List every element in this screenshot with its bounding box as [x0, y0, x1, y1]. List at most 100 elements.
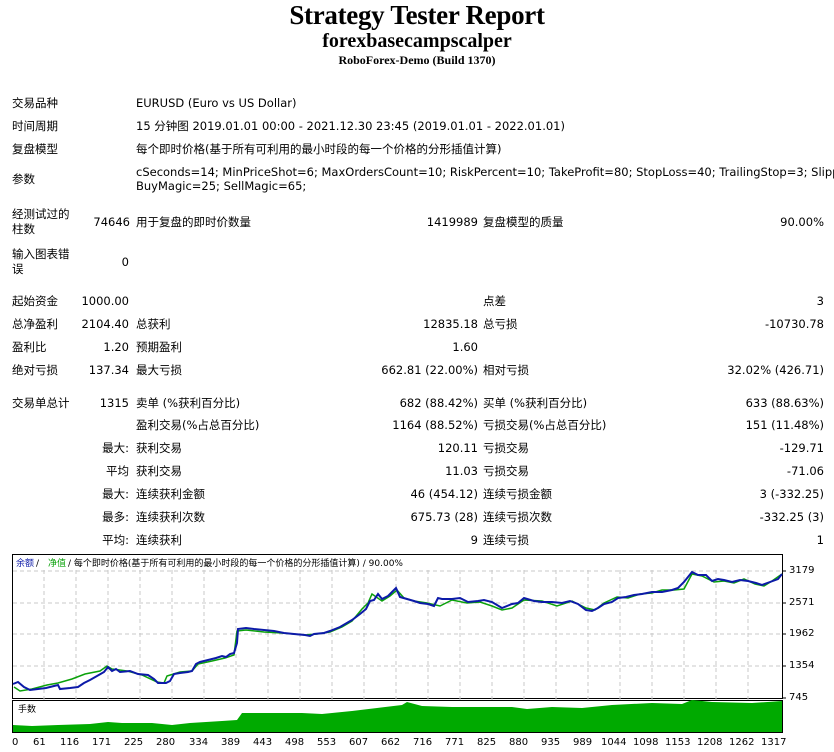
profit-trades-value: 1164 (88.52%): [392, 418, 478, 432]
max-consecutive-profit-value: 675.73 (28): [410, 510, 478, 524]
long-positions-label: 买单 (%获利百分比): [483, 396, 588, 410]
x-tick: 662: [381, 737, 401, 748]
model-value: 每个即时价格(基于所有可利用的最小时段的每一个价格的分形插值计算): [136, 142, 502, 156]
x-tick: 880: [509, 737, 529, 748]
expert-name: forexbasecampscalper: [322, 30, 512, 52]
max-consecutive-prefix: 最大:: [102, 487, 129, 501]
average-profit-value: 11.03: [445, 464, 478, 478]
bars-label-1: 经测试过的: [12, 207, 70, 221]
symbol-label: 交易品种: [12, 96, 58, 110]
chart-legend: 余额 / 净值 / 每个即时价格(基于所有可利用的最小时段的每一个价格的分形插值…: [16, 557, 403, 569]
x-tick: 1044: [601, 737, 627, 748]
ticks-label: 用于复盘的即时价数量: [136, 215, 251, 229]
legend-equity: 净值: [48, 557, 66, 569]
profit-factor-label: 盈利比: [12, 340, 47, 354]
x-tick: 61: [33, 737, 46, 748]
net-profit-value: 2104.40: [81, 317, 129, 331]
legend-balance: 余额: [16, 557, 34, 569]
max-consecutive-loss-label: 连续亏损次数: [483, 510, 552, 524]
max-consecutive-losses-value: 3 (-332.25): [759, 487, 824, 501]
balance-line: [12, 570, 783, 692]
x-tick: 825: [477, 737, 497, 748]
x-tick: 553: [317, 737, 337, 748]
gross-loss-label: 总亏损: [483, 317, 518, 331]
largest-loss-label: 亏损交易: [483, 441, 529, 455]
relative-drawdown-label: 相对亏损: [483, 363, 529, 377]
spread-value: 3: [816, 294, 824, 308]
quality-label: 复盘模型的质量: [483, 215, 564, 229]
report-title: Strategy Tester Report: [289, 0, 545, 30]
gross-loss-value: -10730.78: [764, 317, 824, 331]
y-tick: 3179: [789, 565, 815, 576]
chart-svg: 余额 / 净值 / 每个即时价格(基于所有可利用的最小时段的每一个价格的分形插值…: [12, 554, 786, 733]
errors-label-2: 误: [12, 262, 24, 276]
profit-factor-value: 1.20: [103, 340, 129, 354]
x-tick: 443: [253, 737, 273, 748]
net-profit-label: 总净盈利: [12, 317, 58, 331]
total-trades-label: 交易单总计: [12, 396, 70, 410]
loss-trades-value: 151 (11.48%): [745, 418, 824, 432]
x-tick: 334: [189, 737, 209, 748]
largest-profit-label: 获利交易: [136, 441, 182, 455]
x-tick: 1153: [665, 737, 691, 748]
absolute-drawdown-label: 绝对亏损: [12, 363, 58, 377]
avg-consecutive-wins-label: 连续获利: [136, 533, 182, 547]
symbol-value: EURUSD (Euro vs US Dollar): [136, 96, 297, 110]
max-consecutive-wins-value: 46 (454.12): [410, 487, 478, 501]
average-consecutive-prefix: 平均:: [102, 533, 129, 547]
x-tick: 171: [92, 737, 112, 748]
params-line-2: BuyMagic=25; SellMagic=65;: [136, 179, 307, 193]
gross-profit-label: 总获利: [136, 317, 171, 331]
params-line-1: cSeconds=14; MinPriceShot=6; MaxOrdersCo…: [136, 165, 834, 179]
x-tick: 1262: [729, 737, 755, 748]
max-consecutive-wins-label: 连续获利金额: [136, 487, 205, 501]
main-chart-frame: [12, 554, 783, 699]
spread-label: 点差: [483, 294, 506, 308]
model-label: 复盘模型: [12, 142, 58, 156]
relative-drawdown-value: 32.02% (426.71): [727, 363, 824, 377]
bars-value: 74646: [93, 215, 130, 229]
x-tick: 771: [445, 737, 465, 748]
y-tick: 1354: [789, 660, 815, 671]
initial-deposit-value: 1000.00: [81, 294, 129, 308]
short-positions-value: 682 (88.42%): [399, 396, 478, 410]
legend-sep: /: [36, 559, 40, 569]
volume-area: [13, 700, 782, 732]
period-label: 时间周期: [12, 119, 58, 133]
average-profit-label: 获利交易: [136, 464, 182, 478]
largest-loss-value: -129.71: [779, 441, 824, 455]
avg-consecutive-losses-value: 1: [816, 533, 824, 547]
largest-prefix: 最大:: [102, 441, 129, 455]
x-tick: 0: [12, 737, 19, 748]
x-tick: 225: [124, 737, 144, 748]
initial-deposit-label: 起始资金: [12, 294, 58, 308]
max-drawdown-label: 最大亏损: [136, 363, 182, 377]
gross-profit-value: 12835.18: [423, 317, 478, 331]
x-tick: 498: [285, 737, 305, 748]
x-tick: 607: [349, 737, 369, 748]
average-loss-label: 亏损交易: [483, 464, 529, 478]
x-tick: 1098: [633, 737, 659, 748]
max-consecutive-profit-label: 连续获利次数: [136, 510, 205, 524]
volume-label: 手数: [18, 703, 36, 715]
average-loss-value: -71.06: [786, 464, 824, 478]
loss-trades-label: 亏损交易(%占总百分比): [483, 418, 607, 432]
average-prefix: 平均: [106, 464, 129, 478]
period-value: 15 分钟图 2019.01.01 00:00 - 2021.12.30 23:…: [136, 119, 565, 133]
y-tick: 745: [789, 692, 809, 703]
max-consecutive-loss-value: -332.25 (3): [759, 510, 824, 524]
server-name: RoboForex-Demo (Build 1370): [338, 53, 496, 67]
avg-consecutive-wins-value: 9: [470, 533, 478, 547]
x-tick: 116: [60, 737, 80, 748]
total-trades-value: 1315: [99, 396, 129, 410]
short-positions-label: 卖单 (%获利百分比): [136, 396, 241, 410]
ticks-value: 1419989: [426, 215, 478, 229]
profit-trades-label: 盈利交易(%占总百分比): [136, 418, 260, 432]
x-tick: 1317: [761, 737, 787, 748]
errors-label-1: 输入图表错: [12, 247, 70, 261]
x-tick: 935: [541, 737, 561, 748]
most-consecutive-prefix: 最多:: [102, 510, 129, 524]
y-tick: 2571: [789, 597, 815, 608]
params-label: 参数: [12, 172, 35, 186]
largest-profit-value: 120.11: [437, 441, 478, 455]
